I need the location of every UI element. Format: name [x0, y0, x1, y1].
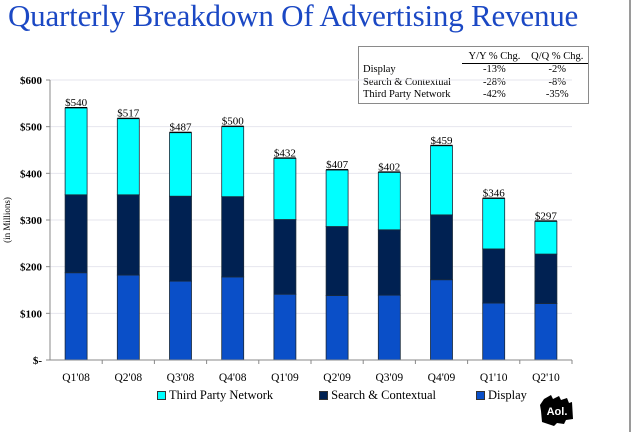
- bar-segment-third-party-network: [116, 118, 140, 196]
- y-tick-label: $300: [20, 215, 43, 227]
- table-header-qq: Q/Q % Chg.: [526, 50, 588, 64]
- legend-swatch-icon: [157, 391, 166, 400]
- change-summary-table: Y/Y % Chg. Q/Q % Chg. Display -13% -2% S…: [358, 46, 589, 104]
- bar-segment-display: [116, 274, 140, 361]
- bar-segment-display: [64, 272, 88, 361]
- x-tick-label: Q4'08: [219, 372, 247, 384]
- total-label: $432: [274, 147, 296, 159]
- total-label: $459: [431, 135, 454, 147]
- axes: $- $100 $200 $300 $400 $500 $600 Q1'08 Q2'08 Q3'0…: [20, 75, 573, 384]
- bars: $540 $517 $487 $500 $432 $407 $402 $459 $346 $297: [64, 97, 558, 361]
- bar-segment-display: [273, 293, 297, 361]
- bar-segment-search-contextual: [377, 229, 401, 296]
- page-title: Quarterly Breakdown Of Advertising Reven…: [8, 0, 579, 33]
- total-label: $517: [117, 108, 140, 120]
- bar-segment-display: [325, 295, 349, 361]
- y-tick-label: $200: [20, 262, 43, 274]
- bar-segment-third-party-network: [430, 145, 453, 216]
- legend-label: Search & Contextual: [331, 388, 436, 402]
- bar-segment-third-party-network: [169, 132, 192, 197]
- bar-segment-display: [377, 294, 401, 361]
- bar-segment-third-party-network: [534, 220, 558, 255]
- x-tick-label: Q2'09: [323, 372, 351, 384]
- y-axis-label: (in Millions): [2, 197, 12, 243]
- total-label: $407: [326, 159, 349, 171]
- bar-segment-third-party-network: [221, 126, 245, 198]
- bar-segment-display: [221, 276, 245, 361]
- legend-swatch-icon: [476, 391, 485, 400]
- bar-segment-display: [534, 303, 558, 361]
- x-tick-label: Q1'10: [480, 372, 508, 384]
- bar-segment-search-contextual: [482, 248, 506, 304]
- bar-segment-third-party-network: [64, 107, 88, 196]
- bar-segment-display: [169, 280, 192, 361]
- bar-segment-display: [430, 279, 453, 361]
- x-tick-label: Q2'10: [532, 372, 560, 384]
- bar-segment-search-contextual: [221, 196, 245, 278]
- bar-segment-search-contextual: [169, 195, 192, 282]
- bar-segment-search-contextual: [534, 253, 558, 304]
- x-tick-label: Q1'08: [62, 372, 90, 384]
- legend: Third Party Network Search & Contextual Di…: [157, 388, 527, 403]
- x-tick-label: Q3'09: [375, 372, 403, 384]
- legend-swatch-icon: [319, 391, 329, 400]
- bar-segment-search-contextual: [64, 194, 88, 274]
- row-qq: -35%: [545, 89, 569, 101]
- total-label: $346: [483, 188, 506, 200]
- bar-segment-search-contextual: [430, 214, 453, 281]
- bar-segment-third-party-network: [482, 198, 506, 250]
- y-tick-label: $500: [20, 122, 43, 134]
- row-yy: -28%: [483, 76, 506, 88]
- row-label: Third Party Network: [363, 89, 451, 101]
- row-qq: -2%: [548, 64, 567, 76]
- legend-item: Display: [476, 388, 527, 403]
- legend-label: Display: [488, 388, 527, 402]
- legend-item: Search & Contextual: [319, 388, 436, 403]
- slide-border: [629, 0, 631, 432]
- row-yy: -42%: [483, 89, 506, 101]
- row-qq: -8%: [548, 76, 567, 88]
- x-tick-label: Q4'09: [428, 372, 456, 384]
- table-header-row: Y/Y % Chg. Q/Q % Chg.: [363, 50, 588, 64]
- logo-shape-icon: [540, 395, 573, 426]
- bar-segment-search-contextual: [116, 194, 140, 276]
- row-label: Search & Contextual: [363, 76, 452, 88]
- y-tick-label: $400: [20, 168, 43, 180]
- x-tick-label: Q3'08: [167, 372, 195, 384]
- x-tick-label: Q2'08: [114, 372, 142, 384]
- total-label: $487: [170, 122, 193, 134]
- bar-segment-display: [482, 302, 506, 361]
- table-row: Display -13% -2%: [363, 63, 588, 76]
- row-yy: -13%: [483, 64, 506, 76]
- legend-item: Third Party Network: [157, 388, 273, 403]
- bar-segment-third-party-network: [273, 157, 297, 220]
- total-label: $297: [535, 210, 558, 222]
- y-tick-label: $600: [20, 75, 43, 87]
- bar-segment-search-contextual: [273, 219, 297, 295]
- total-label: $402: [378, 161, 400, 173]
- bar-segment-search-contextual: [325, 226, 349, 297]
- x-tick-label: Q1'09: [271, 372, 299, 384]
- total-label: $500: [222, 116, 245, 128]
- logo-text: Aol.: [547, 406, 568, 418]
- table-row: Search & Contextual -28% -8%: [363, 76, 588, 89]
- bar-segment-third-party-network: [377, 171, 401, 231]
- table-header-yy: Y/Y % Chg.: [462, 50, 527, 64]
- table-row: Third Party Network -42% -35%: [363, 89, 588, 102]
- y-tick-label: $-: [33, 355, 43, 367]
- total-label: $540: [65, 97, 88, 109]
- row-label: Display: [363, 64, 396, 75]
- legend-label: Third Party Network: [169, 388, 274, 402]
- bar-segment-third-party-network: [325, 169, 349, 227]
- aol-logo: Aol.: [540, 395, 573, 426]
- y-tick-label: $100: [20, 308, 43, 320]
